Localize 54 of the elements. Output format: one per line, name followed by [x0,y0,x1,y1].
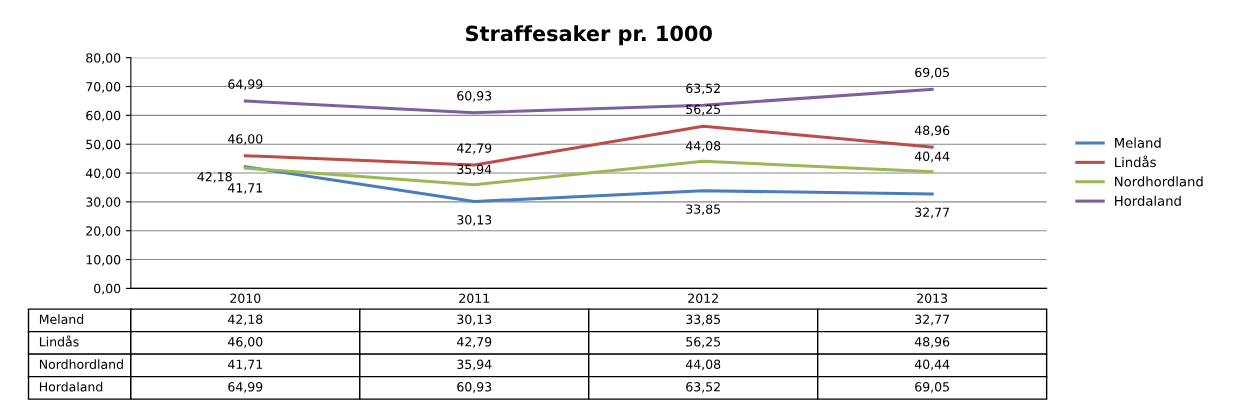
data-label: 63,52 [686,382,720,393]
text: 69,05 [915,67,949,79]
data-label: 42,18 [228,314,263,326]
data-label: 30,13 [457,314,492,326]
text: 30,13 [457,215,492,226]
data-label: 60,93 [457,382,492,393]
chart-title: Straffesaker pr. 1000 [466,25,712,46]
data-label: 32,77 [915,314,949,326]
text: 56,25 [686,104,721,116]
y-tick-label: 40,00 [85,168,121,180]
y-tick-label: 70,00 [86,81,121,93]
y-tick-label: 20,00 [86,226,121,237]
text: 48,96 [914,125,950,137]
text: 63,52 [686,83,720,95]
text: Lindås [39,335,79,347]
y-tick-label: 10,00 [86,255,121,266]
data-label: 64,99 [228,382,263,393]
data-label: 44,08 [685,359,721,371]
text: 32,77 [915,207,949,219]
text: 42,18 [197,172,232,183]
text: Meland [39,314,84,325]
y-tick-label: 80,00 [86,53,121,64]
data-label: 42,79 [456,337,492,348]
text: 35,94 [457,164,492,176]
legend-label: Hordaland [1115,195,1181,206]
data-label: 33,85 [686,314,721,326]
x-tick-label: 2011 [459,293,490,303]
text: 33,85 [686,204,721,216]
legend-label: Lindås [1115,155,1156,168]
text: 44,08 [685,141,721,152]
text: Nordhordland [39,359,123,370]
x-tick-label: 2010 [230,293,261,303]
data-label: 69,05 [915,382,949,393]
y-tick-label: 60,00 [86,110,121,122]
x-tick-label: 2012 [688,293,718,303]
data-label: 41,71 [228,359,263,371]
text: 46,00 [228,134,263,145]
y-tick-label: 0,00 [94,283,121,295]
y-tick-label: 50,00 [86,139,121,151]
data-label: 56,25 [686,337,721,348]
legend-label: Meland [1115,137,1161,148]
text: 64,99 [228,79,263,91]
data-label: 40,44 [914,359,950,371]
data-label: 35,94 [457,359,492,371]
y-tick-label: 30,00 [86,197,121,209]
text: 41,71 [228,183,263,194]
legend-label: Nordhordland [1115,176,1203,187]
text: Hordaland [39,381,103,392]
data-label: 46,00 [228,337,263,348]
text: 40,44 [914,151,950,163]
text: 42,79 [456,143,492,155]
x-tick-label: 2013 [917,293,948,303]
text: 60,93 [457,91,492,102]
data-label: 48,96 [914,337,950,348]
